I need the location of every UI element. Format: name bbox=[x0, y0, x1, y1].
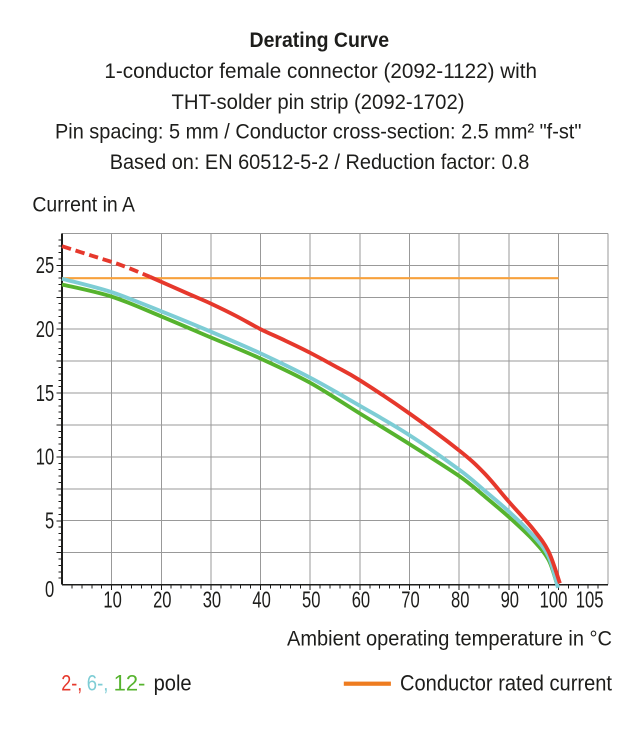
svg-text:70: 70 bbox=[401, 587, 419, 613]
svg-text:100: 100 bbox=[540, 587, 568, 613]
svg-text:60: 60 bbox=[352, 587, 370, 613]
svg-text:20: 20 bbox=[36, 316, 54, 342]
svg-text:50: 50 bbox=[302, 587, 320, 613]
svg-text:105: 105 bbox=[576, 587, 604, 613]
svg-text:10: 10 bbox=[36, 444, 54, 470]
svg-text:5: 5 bbox=[45, 508, 54, 534]
svg-text:Derating Curve: Derating Curve bbox=[250, 29, 390, 52]
svg-text:90: 90 bbox=[501, 587, 519, 613]
svg-text:20: 20 bbox=[153, 587, 171, 613]
svg-text:25: 25 bbox=[36, 252, 54, 278]
svg-text:Current in A: Current in A bbox=[32, 194, 135, 217]
svg-text:Conductor rated current: Conductor rated current bbox=[400, 670, 613, 695]
svg-text:12-: 12- bbox=[114, 670, 146, 695]
svg-text:pole: pole bbox=[154, 670, 192, 695]
svg-text:1-conductor female connector (: 1-conductor female connector (2092-1122)… bbox=[104, 60, 537, 83]
svg-text:2-,: 2-, bbox=[61, 670, 82, 695]
svg-text:THT-solder pin strip (2092-170: THT-solder pin strip (2092-1702) bbox=[172, 91, 465, 114]
svg-text:Pin spacing: 5 mm / Conductor: Pin spacing: 5 mm / Conductor cross-sect… bbox=[55, 120, 581, 143]
svg-text:Ambient operating temperature: Ambient operating temperature in °C bbox=[287, 627, 612, 650]
svg-text:15: 15 bbox=[36, 380, 54, 406]
svg-text:40: 40 bbox=[252, 587, 270, 613]
svg-text:10: 10 bbox=[103, 587, 121, 613]
svg-text:0: 0 bbox=[45, 576, 54, 602]
svg-text:6-,: 6-, bbox=[87, 670, 109, 695]
svg-text:80: 80 bbox=[451, 587, 469, 613]
svg-text:Based on: EN 60512-5-2 / Reduc: Based on: EN 60512-5-2 / Reduction facto… bbox=[110, 151, 530, 174]
svg-text:30: 30 bbox=[203, 587, 221, 613]
